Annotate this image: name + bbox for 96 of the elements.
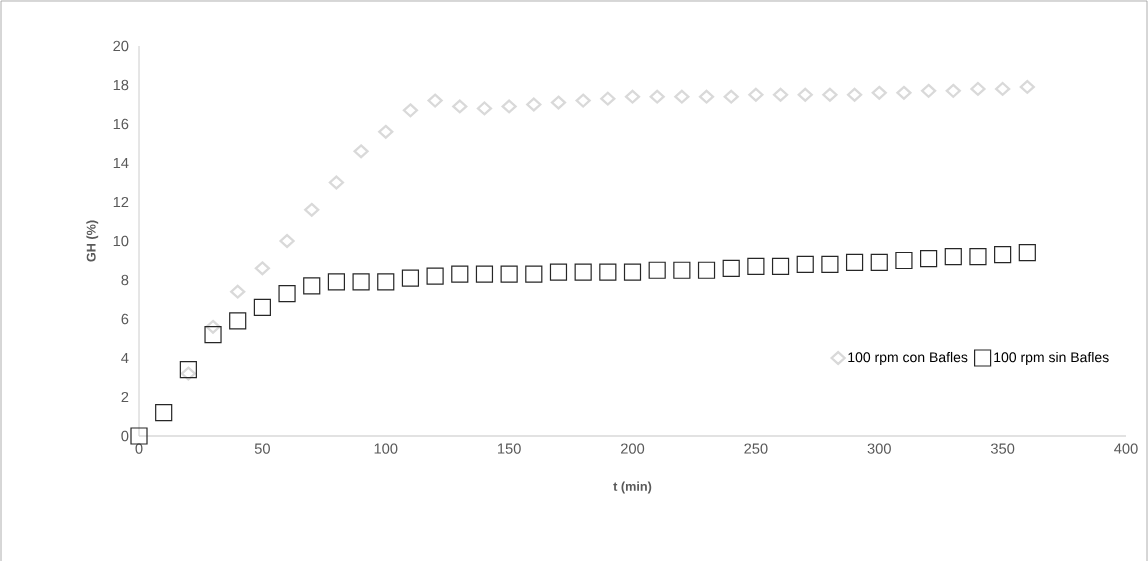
point <box>205 319 221 334</box>
point <box>796 255 814 273</box>
point <box>896 85 912 100</box>
y-tick-label: 8 <box>121 274 129 286</box>
y-tick-label: 2 <box>121 391 129 403</box>
x-tick-label: 150 <box>498 443 521 454</box>
point <box>870 253 888 272</box>
point <box>970 81 986 96</box>
point <box>797 87 813 102</box>
y-tick-label: 12 <box>113 196 129 208</box>
legend-label: 100 rpm sin Bafles <box>994 351 1109 365</box>
point <box>352 273 370 291</box>
point <box>772 87 789 102</box>
point <box>895 251 913 270</box>
x-tick-label: 0 <box>135 443 143 454</box>
x-tick-label: 250 <box>744 443 768 454</box>
point <box>451 265 469 283</box>
point <box>994 246 1012 264</box>
point <box>649 89 665 104</box>
point <box>180 366 196 381</box>
point <box>920 83 937 98</box>
point <box>353 144 369 159</box>
point <box>155 404 173 422</box>
y-tick-label: 18 <box>113 79 129 91</box>
point <box>303 277 321 295</box>
point <box>475 265 494 283</box>
point <box>575 93 591 108</box>
point <box>698 89 715 104</box>
point <box>401 269 420 287</box>
point <box>722 259 740 277</box>
x-tick-label: 100 <box>374 443 398 454</box>
y-tick-label: 16 <box>113 118 129 130</box>
point <box>1018 244 1036 262</box>
x-tick-label: 300 <box>867 443 891 454</box>
point <box>476 101 493 116</box>
point <box>426 267 444 285</box>
point <box>623 263 642 281</box>
point <box>673 261 691 279</box>
point <box>599 263 617 281</box>
point <box>229 312 247 330</box>
point <box>846 87 863 102</box>
point <box>945 83 961 98</box>
point <box>327 273 345 291</box>
point <box>526 97 542 112</box>
y-tick-label: 14 <box>113 157 129 169</box>
point <box>230 284 246 299</box>
x-tick-label: 200 <box>621 443 645 454</box>
point <box>648 261 666 279</box>
point <box>697 261 716 279</box>
x-axis-title: t (min) <box>613 481 652 494</box>
point <box>822 87 838 102</box>
point <box>279 233 295 249</box>
point <box>254 261 271 276</box>
point <box>427 93 443 108</box>
point <box>920 249 938 268</box>
point <box>748 87 764 102</box>
point <box>771 257 790 275</box>
y-tick-label: 20 <box>113 40 129 52</box>
point <box>600 91 616 106</box>
x-tick-label: 400 <box>1114 443 1138 454</box>
point <box>378 124 394 139</box>
point <box>574 263 592 281</box>
point <box>624 89 641 104</box>
y-tick-label: 4 <box>121 352 129 364</box>
point <box>845 253 864 272</box>
point <box>525 265 543 283</box>
point <box>871 85 887 100</box>
point <box>821 255 839 273</box>
point <box>328 175 345 190</box>
point <box>304 202 320 217</box>
point <box>500 265 518 283</box>
y-tick-label: 0 <box>121 430 129 442</box>
point <box>549 263 568 281</box>
legend-label: 100 rpm con Bafles <box>848 351 968 365</box>
x-tick-label: 350 <box>990 443 1015 454</box>
point <box>377 273 395 291</box>
point <box>747 257 765 275</box>
point <box>278 285 296 303</box>
point <box>501 99 517 114</box>
point <box>253 298 271 316</box>
y-axis-title: GH (%) <box>86 220 99 262</box>
point <box>204 326 222 344</box>
point <box>402 103 419 118</box>
point <box>944 248 962 266</box>
y-tick-label: 10 <box>113 235 129 247</box>
point <box>723 89 739 104</box>
point <box>674 89 690 104</box>
point <box>179 361 197 379</box>
point <box>452 99 468 114</box>
x-tick-label: 50 <box>254 443 270 454</box>
y-tick-label: 6 <box>121 313 129 325</box>
point <box>969 248 987 266</box>
point <box>550 95 567 110</box>
point <box>1019 79 1035 94</box>
point <box>130 427 148 445</box>
point <box>994 81 1011 96</box>
